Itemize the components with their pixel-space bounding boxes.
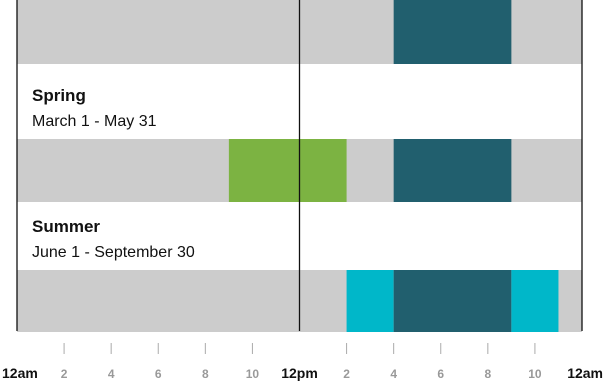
- x-tick-label-0: 12am: [2, 365, 38, 381]
- x-tick-label-12: 12am: [567, 365, 603, 381]
- x-tick-label-6: 12pm: [281, 365, 318, 381]
- season-label-summer: Summer: [32, 217, 100, 236]
- x-tick-label-11: 10: [528, 367, 542, 381]
- x-tick-label-2: 4: [108, 367, 115, 381]
- x-tick-label-5: 10: [246, 367, 260, 381]
- season-date-range-3: June 1 - September 30: [32, 244, 195, 261]
- x-tick-label-7: 2: [343, 367, 350, 381]
- timeline-bar-3-segment-1: [346, 270, 394, 332]
- season-label-spring: Spring: [32, 86, 86, 105]
- timeline-bar-1-segment-1: [393, 0, 512, 64]
- timeline-bar-3-segment-2: [393, 270, 512, 332]
- timeline-bar-2-segment-1: [228, 139, 347, 202]
- timeline-bar-2-segment-2: [393, 139, 512, 202]
- x-tick-label-8: 4: [390, 367, 397, 381]
- x-tick-label-10: 8: [484, 367, 491, 381]
- x-tick-label-9: 6: [437, 367, 444, 381]
- x-tick-label-4: 8: [202, 367, 209, 381]
- x-tick-label-3: 6: [155, 367, 162, 381]
- x-tick-label-1: 2: [61, 367, 68, 381]
- season-date-range-2: March 1 - May 31: [32, 113, 157, 130]
- timeline-bar-3-segment-3: [511, 270, 559, 332]
